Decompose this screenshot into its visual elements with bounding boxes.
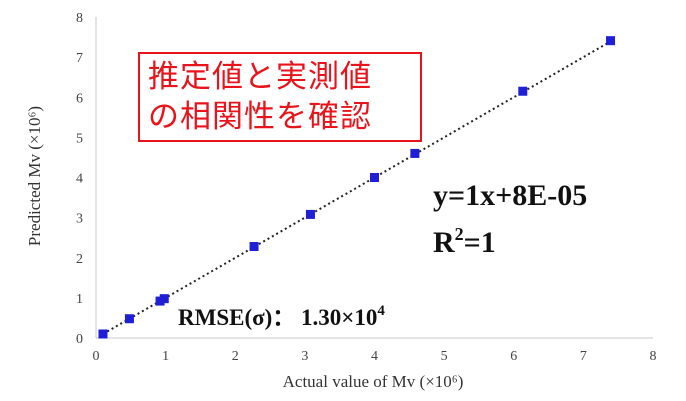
note-box: 推定値と実測値 の相関性を確認	[138, 52, 422, 142]
y-tick-label: 7	[76, 51, 83, 66]
r-squared-value: =1	[464, 226, 496, 259]
y-tick-label: 4	[76, 172, 83, 187]
data-point	[124, 314, 134, 324]
x-axis-title: Actual value of Mv (×10⁶)	[283, 372, 464, 391]
y-tick-label: 8	[76, 11, 83, 26]
x-tick-labels: 0 1 2 3 4 5 6 7 8	[93, 349, 657, 364]
data-point	[305, 209, 315, 219]
y-tick-label: 6	[76, 91, 83, 106]
data-point	[370, 173, 379, 182]
data-point	[249, 242, 259, 252]
x-tick-label: 6	[510, 349, 517, 364]
r-squared-label: R2=1	[433, 224, 496, 259]
y-tick-label: 1	[76, 292, 83, 307]
x-tick-label: 3	[301, 349, 308, 364]
rmse-label: RMSE(σ)： 1.30×104	[178, 303, 385, 330]
data-point	[410, 148, 420, 158]
rmse-base: RMSE(σ)： 1.30×10	[178, 305, 377, 330]
data-points	[98, 36, 616, 339]
data-point	[606, 36, 616, 46]
r-squared-base: R	[433, 226, 455, 259]
y-tick-label: 5	[76, 131, 83, 146]
y-axis-title: Predicted Mv (×10⁶)	[25, 106, 44, 246]
x-tick-label: 4	[371, 349, 378, 364]
rmse-superscript: 4	[377, 303, 385, 319]
x-tick-label: 1	[162, 349, 169, 364]
data-point	[518, 86, 528, 96]
y-tick-label: 0	[76, 332, 83, 347]
y-tick-labels: 0 1 2 3 4 5 6 7 8	[76, 11, 83, 347]
data-point	[159, 294, 169, 304]
x-tick-label: 2	[232, 349, 239, 364]
note-line-1: 推定値と実測値	[148, 59, 372, 95]
x-tick-label: 7	[580, 349, 587, 364]
x-tick-label: 0	[93, 349, 100, 364]
note-line-2: の相関性を確認	[148, 99, 372, 135]
data-point	[98, 329, 108, 339]
x-tick-label: 8	[650, 349, 657, 364]
r-squared-superscript: 2	[455, 224, 464, 244]
y-tick-label: 2	[76, 252, 83, 267]
x-tick-label: 5	[441, 349, 448, 364]
regression-equation: y=1x+8E-05	[433, 179, 587, 212]
y-tick-label: 3	[76, 212, 83, 227]
